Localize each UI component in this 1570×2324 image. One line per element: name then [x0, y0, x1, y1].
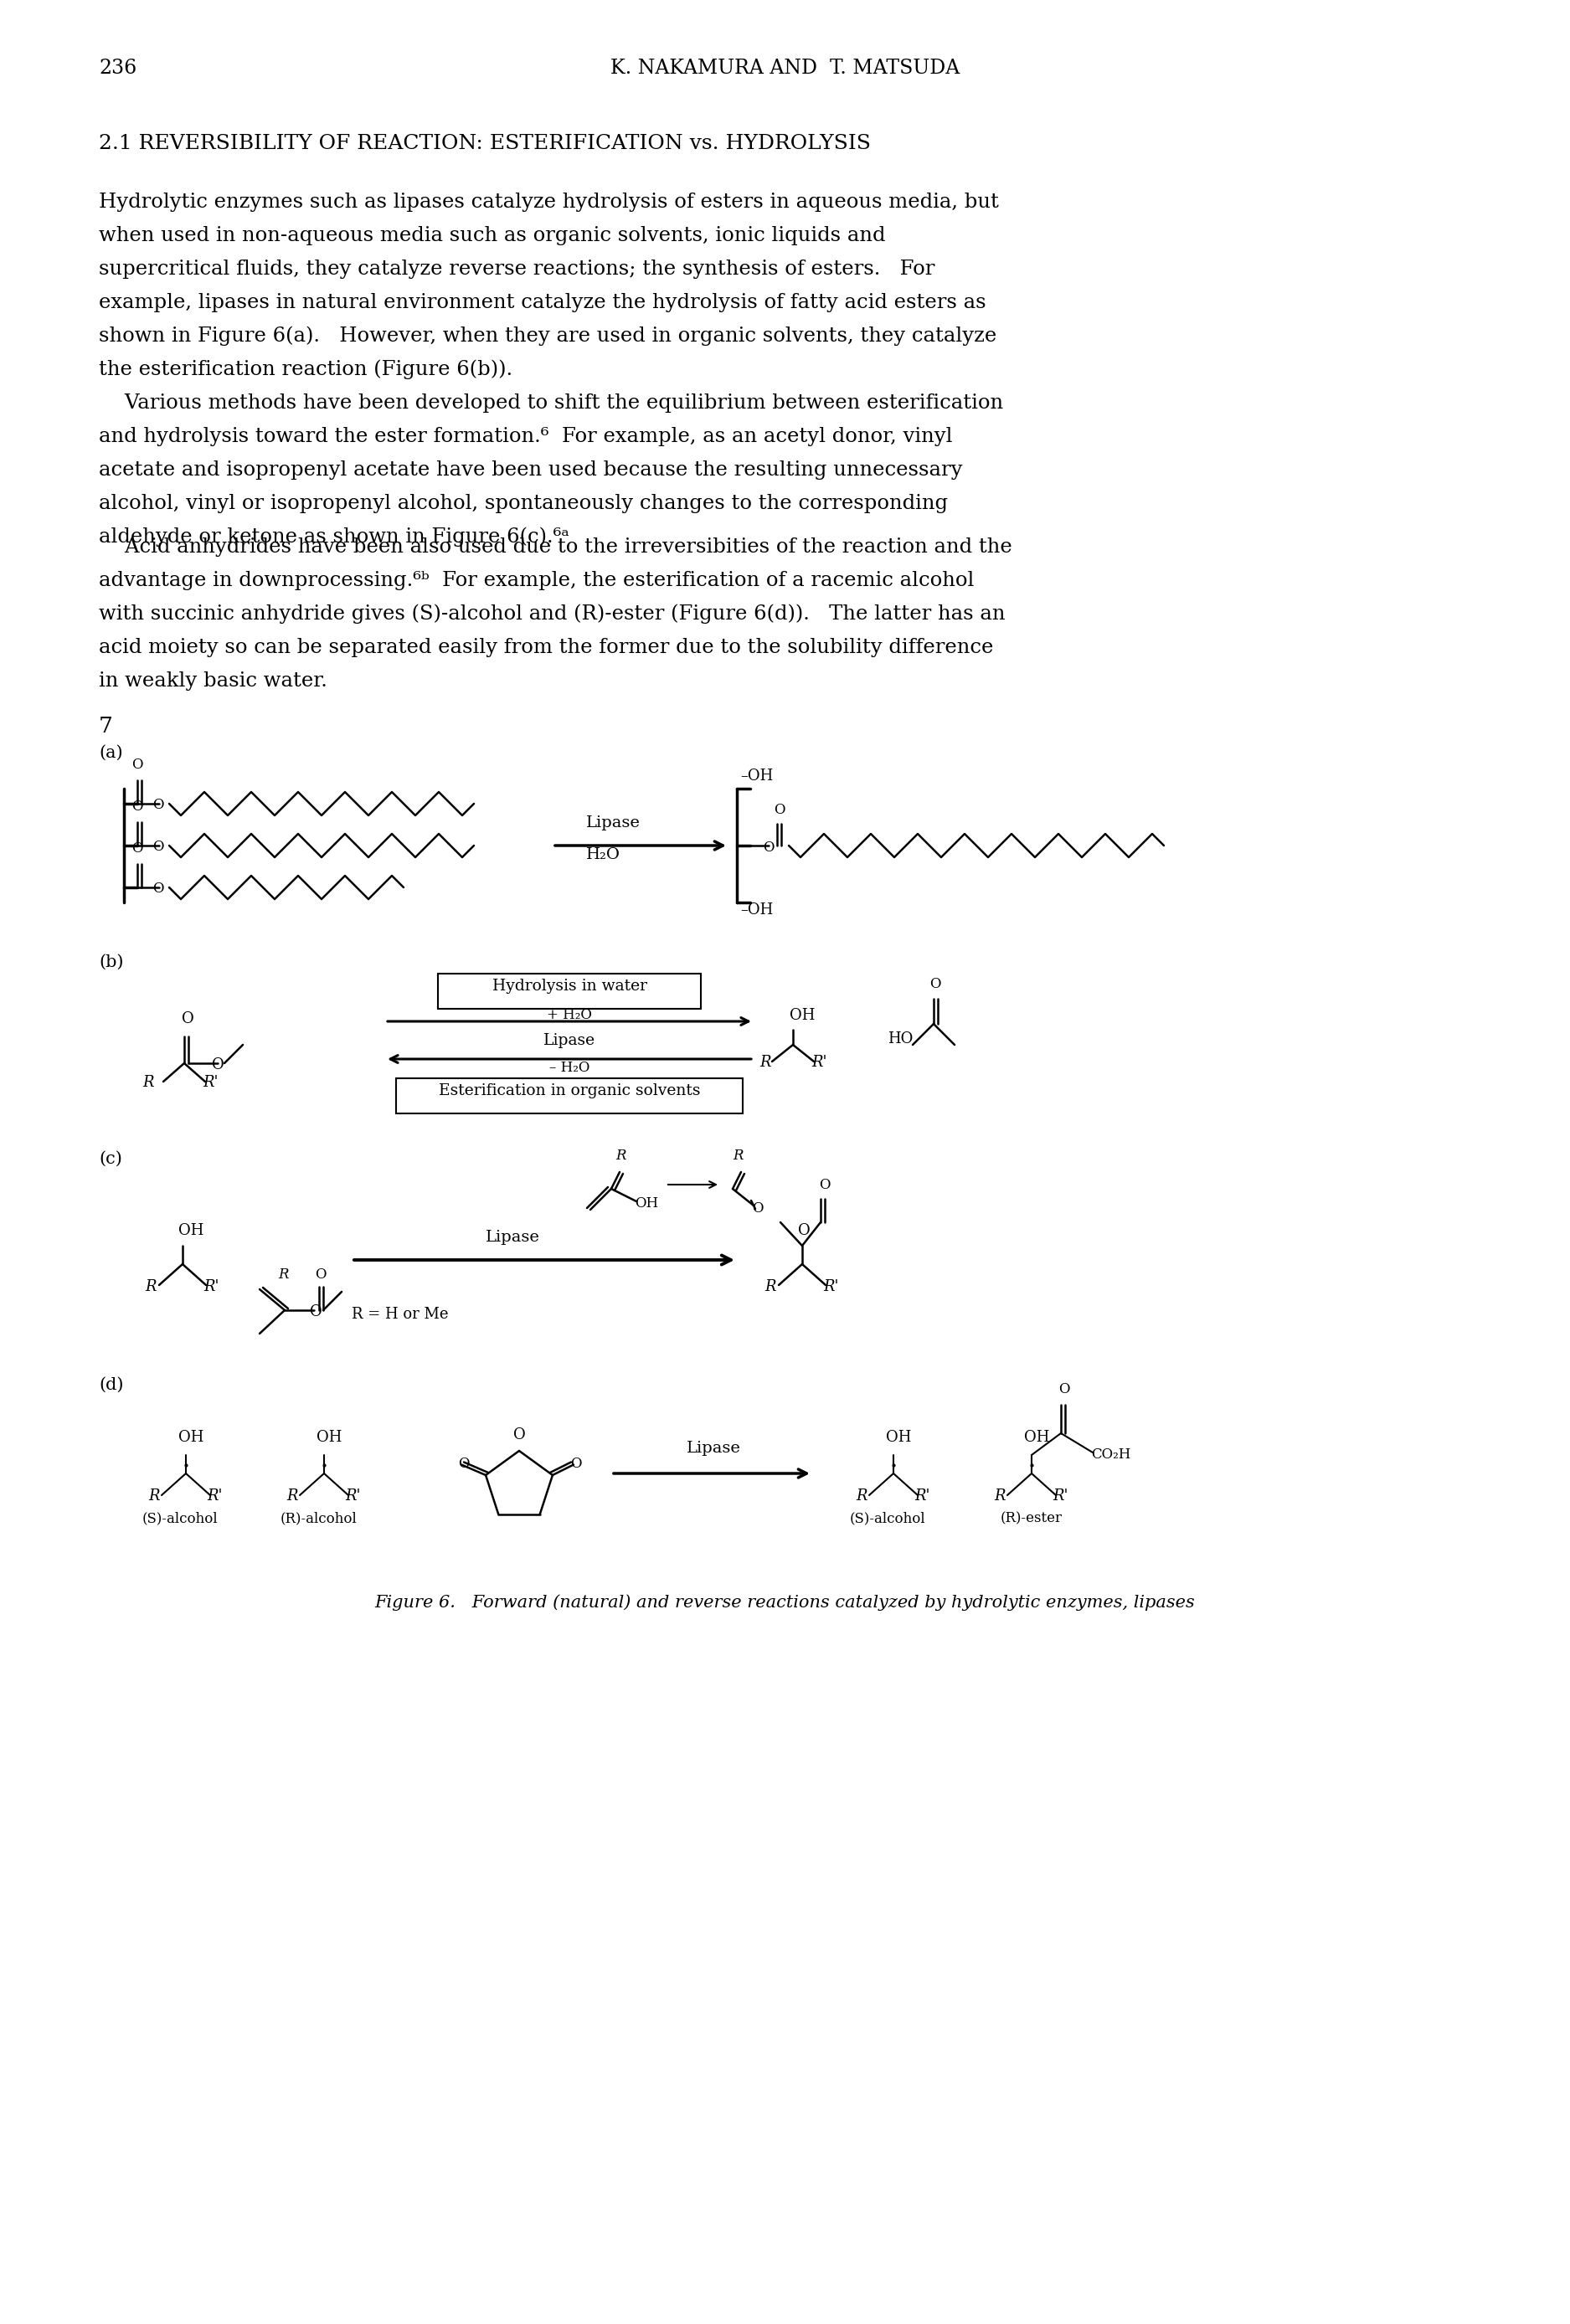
Text: Lipase: Lipase [543, 1034, 595, 1048]
Text: O: O [132, 758, 143, 772]
Text: (a): (a) [99, 746, 122, 760]
Text: Figure 6.   Forward (natural) and reverse reactions catalyzed by hydrolytic enzy: Figure 6. Forward (natural) and reverse … [375, 1594, 1195, 1611]
Text: R: R [733, 1148, 743, 1162]
Text: and hydrolysis toward the ester formation.⁶  For example, as an acetyl donor, vi: and hydrolysis toward the ester formatio… [99, 428, 953, 446]
Text: Lipase: Lipase [586, 816, 641, 830]
Text: (S)-alcohol: (S)-alcohol [849, 1511, 926, 1525]
Text: R: R [278, 1267, 289, 1283]
Text: OH: OH [885, 1429, 911, 1446]
Text: R': R' [914, 1487, 929, 1504]
Text: Hydrolysis in water: Hydrolysis in water [491, 978, 647, 995]
Text: example, lipases in natural environment catalyze the hydrolysis of fatty acid es: example, lipases in natural environment … [99, 293, 986, 311]
Text: OH: OH [790, 1009, 815, 1023]
Text: R: R [994, 1487, 1005, 1504]
Text: O: O [1058, 1383, 1069, 1397]
Text: 7: 7 [99, 716, 113, 737]
Text: Various methods have been developed to shift the equilibrium between esterificat: Various methods have been developed to s… [99, 393, 1003, 414]
Text: (c): (c) [99, 1150, 122, 1167]
Text: O: O [798, 1222, 810, 1239]
Text: R: R [286, 1487, 298, 1504]
Text: O: O [458, 1457, 469, 1471]
Text: in weakly basic water.: in weakly basic water. [99, 672, 327, 690]
Text: O: O [774, 802, 785, 818]
Text: supercritical fluids, they catalyze reverse reactions; the synthesis of esters. : supercritical fluids, they catalyze reve… [99, 260, 934, 279]
Text: R': R' [812, 1055, 827, 1069]
Text: (d): (d) [99, 1378, 124, 1392]
Text: with succinic anhydride gives (S)-alcohol and (R)-ester (Figure 6(d)).   The lat: with succinic anhydride gives (S)-alcoho… [99, 604, 1005, 623]
Text: Lipase: Lipase [686, 1441, 741, 1455]
Text: – H₂O: – H₂O [550, 1060, 590, 1076]
Text: (b): (b) [99, 955, 124, 971]
Text: –OH: –OH [739, 769, 772, 783]
Text: R = H or Me: R = H or Me [352, 1306, 449, 1322]
Text: Esterification in organic solvents: Esterification in organic solvents [438, 1083, 700, 1099]
Text: alcohol, vinyl or isopropenyl alcohol, spontaneously changes to the correspondin: alcohol, vinyl or isopropenyl alcohol, s… [99, 495, 948, 514]
Text: R: R [760, 1055, 771, 1069]
Text: 236: 236 [99, 58, 137, 79]
Text: OH: OH [1024, 1429, 1049, 1446]
Text: R: R [143, 1076, 154, 1090]
Text: R': R' [823, 1278, 838, 1294]
Text: O: O [182, 1011, 195, 1027]
FancyBboxPatch shape [396, 1078, 743, 1113]
Text: + H₂O: + H₂O [546, 1009, 592, 1023]
Text: shown in Figure 6(a).   However, when they are used in organic solvents, they ca: shown in Figure 6(a). However, when they… [99, 325, 997, 346]
Text: O: O [212, 1057, 225, 1071]
Text: O: O [132, 841, 143, 855]
Text: HO: HO [887, 1032, 914, 1046]
Text: R: R [148, 1487, 160, 1504]
Text: R': R' [207, 1487, 223, 1504]
Text: Acid anhydrides have been also used due to the irreversibities of the reaction a: Acid anhydrides have been also used due … [99, 537, 1013, 558]
Text: when used in non-aqueous media such as organic solvents, ionic liquids and: when used in non-aqueous media such as o… [99, 225, 885, 246]
Text: O: O [152, 839, 163, 853]
Text: O: O [316, 1267, 327, 1283]
Text: 2.1 REVERSIBILITY OF REACTION: ESTERIFICATION vs. HYDROLYSIS: 2.1 REVERSIBILITY OF REACTION: ESTERIFIC… [99, 135, 871, 153]
Text: O: O [820, 1178, 831, 1192]
Text: (R)-alcohol: (R)-alcohol [279, 1511, 356, 1525]
Text: R': R' [345, 1487, 361, 1504]
Text: O: O [152, 881, 163, 895]
Text: the esterification reaction (Figure 6(b)).: the esterification reaction (Figure 6(b)… [99, 360, 512, 379]
Text: OH: OH [634, 1197, 658, 1211]
Text: H₂O: H₂O [586, 848, 620, 862]
Text: (S)-alcohol: (S)-alcohol [143, 1511, 218, 1525]
Text: Lipase: Lipase [485, 1229, 540, 1246]
Text: R: R [765, 1278, 776, 1294]
Text: O: O [929, 976, 940, 992]
Text: CO₂H: CO₂H [1091, 1448, 1130, 1462]
Text: acetate and isopropenyl acetate have been used because the resulting unnecessary: acetate and isopropenyl acetate have bee… [99, 460, 962, 479]
Text: aldehyde or ketone as shown in Figure 6(c).⁶ᵃ: aldehyde or ketone as shown in Figure 6(… [99, 528, 570, 546]
Text: advantage in downprocessing.⁶ᵇ  For example, the esterification of a racemic alc: advantage in downprocessing.⁶ᵇ For examp… [99, 572, 973, 590]
Text: OH: OH [317, 1429, 342, 1446]
Text: R: R [615, 1148, 626, 1162]
FancyBboxPatch shape [438, 974, 700, 1009]
Text: R': R' [1052, 1487, 1068, 1504]
Text: OH: OH [179, 1222, 204, 1239]
Text: (R)-ester: (R)-ester [1000, 1511, 1063, 1525]
Text: OH: OH [179, 1429, 204, 1446]
Text: O: O [132, 799, 143, 813]
Text: R: R [144, 1278, 155, 1294]
Text: O: O [513, 1427, 526, 1443]
Text: O: O [152, 797, 163, 811]
Text: R: R [856, 1487, 867, 1504]
Text: Hydrolytic enzymes such as lipases catalyze hydrolysis of esters in aqueous medi: Hydrolytic enzymes such as lipases catal… [99, 193, 999, 211]
Text: R': R' [203, 1076, 218, 1090]
Text: –OH: –OH [739, 902, 772, 918]
Text: R': R' [204, 1278, 218, 1294]
Text: O: O [752, 1202, 763, 1215]
Text: K. NAKAMURA AND  T. MATSUDA: K. NAKAMURA AND T. MATSUDA [611, 58, 959, 79]
Text: O: O [309, 1304, 322, 1320]
Text: acid moiety so can be separated easily from the former due to the solubility dif: acid moiety so can be separated easily f… [99, 637, 994, 658]
Text: O: O [570, 1457, 581, 1471]
Text: O: O [763, 841, 774, 855]
